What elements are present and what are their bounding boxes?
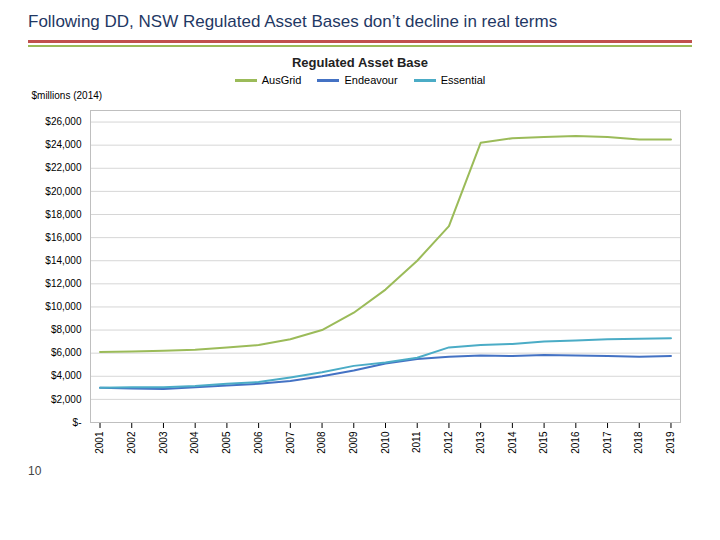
svg-text:2017: 2017 — [602, 431, 613, 454]
svg-text:$4,000: $4,000 — [51, 370, 82, 381]
html-text:AusGrid: AusGrid — [261, 74, 302, 86]
svg-text:2010: 2010 — [380, 431, 391, 454]
svg-text:2014: 2014 — [507, 431, 518, 454]
svg-text:$12,000: $12,000 — [45, 278, 82, 289]
html-text:Endeavour: Endeavour — [344, 74, 398, 86]
svg-text:2007: 2007 — [285, 431, 296, 454]
svg-text:$16,000: $16,000 — [45, 232, 82, 243]
svg-text:2002: 2002 — [126, 431, 137, 454]
html-text:Essential: Essential — [440, 74, 486, 86]
svg-text:2011: 2011 — [411, 431, 422, 453]
svg-text:$20,000: $20,000 — [45, 186, 82, 197]
svg-text:$millions (2014): $millions (2014) — [32, 90, 103, 101]
svg-text:$24,000: $24,000 — [45, 139, 82, 150]
svg-text:$-: $- — [73, 417, 82, 428]
svg-text:$14,000: $14,000 — [45, 255, 82, 266]
svg-text:$22,000: $22,000 — [45, 162, 82, 173]
svg-text:2009: 2009 — [348, 431, 359, 454]
svg-text:$8,000: $8,000 — [51, 324, 82, 335]
svg-text:2016: 2016 — [570, 431, 581, 454]
svg-text:$2,000: $2,000 — [51, 394, 82, 405]
svg-text:2018: 2018 — [633, 431, 644, 454]
svg-text:2004: 2004 — [189, 431, 200, 454]
svg-text:$18,000: $18,000 — [45, 209, 82, 220]
html-text:Regulated Asset Base: Regulated Asset Base — [292, 55, 428, 70]
svg-text:2001: 2001 — [94, 431, 105, 454]
svg-text:2019: 2019 — [665, 431, 676, 454]
svg-text:2003: 2003 — [158, 431, 169, 454]
svg-text:2013: 2013 — [475, 431, 486, 454]
svg-text:2015: 2015 — [538, 431, 549, 454]
svg-text:2006: 2006 — [253, 431, 264, 454]
html-text:Following DD, NSW Regulated As: Following DD, NSW Regulated Asset Bases … — [28, 12, 558, 31]
svg-text:$6,000: $6,000 — [51, 347, 82, 358]
svg-text:$26,000: $26,000 — [45, 116, 82, 127]
html-text:10: 10 — [28, 464, 42, 478]
svg-text:2005: 2005 — [221, 431, 232, 454]
svg-text:$10,000: $10,000 — [45, 301, 82, 312]
svg-text:2012: 2012 — [443, 431, 454, 454]
svg-text:2008: 2008 — [316, 431, 327, 454]
